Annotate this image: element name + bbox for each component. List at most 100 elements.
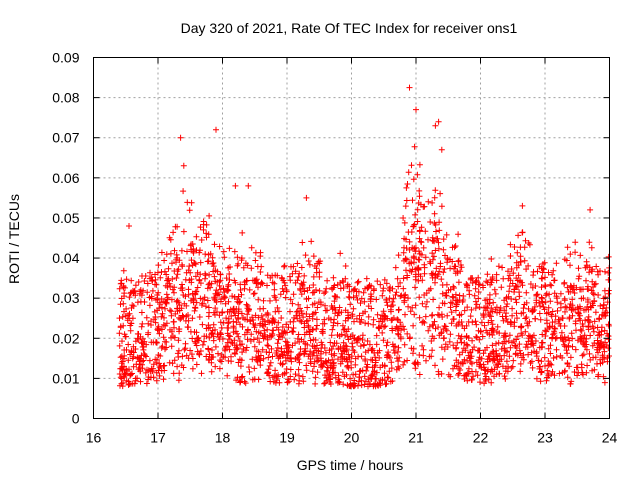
data-point [455, 279, 462, 286]
data-point [150, 361, 157, 368]
data-point [495, 360, 502, 367]
data-point [225, 357, 232, 364]
data-point [476, 354, 483, 361]
data-point [302, 252, 309, 259]
data-point [351, 377, 358, 384]
data-point [567, 288, 574, 295]
data-point [406, 267, 413, 274]
data-point [353, 292, 360, 299]
data-point [163, 271, 170, 278]
data-point [406, 246, 413, 253]
data-point [469, 280, 476, 286]
data-point [282, 294, 289, 301]
data-point [251, 376, 258, 383]
data-point [590, 354, 597, 361]
data-point [146, 302, 153, 309]
data-point [519, 282, 526, 289]
data-point [485, 311, 492, 318]
data-point [292, 371, 299, 378]
data-point [389, 327, 396, 334]
data-point [206, 212, 213, 219]
data-point [452, 243, 459, 249]
data-point [298, 291, 305, 298]
data-point [300, 279, 307, 286]
data-point [547, 298, 554, 305]
data-point [310, 349, 317, 356]
data-point [482, 367, 489, 374]
data-point [138, 309, 145, 316]
data-point [564, 361, 571, 367]
data-point [223, 275, 230, 282]
data-point [411, 255, 418, 262]
data-point [127, 327, 134, 334]
data-point [494, 323, 501, 330]
data-point [435, 118, 442, 125]
data-point [160, 363, 167, 369]
data-point [149, 278, 155, 284]
data-point [391, 350, 398, 356]
data-point [217, 329, 224, 336]
data-point [174, 254, 181, 261]
data-point [553, 293, 560, 300]
data-point [580, 351, 587, 358]
data-point [353, 315, 360, 322]
data-point [162, 305, 168, 312]
data-point [452, 291, 459, 298]
data-point [121, 347, 128, 353]
data-point [263, 370, 270, 377]
data-point [400, 215, 407, 221]
data-point [322, 307, 329, 314]
data-point [438, 146, 445, 153]
data-point [314, 322, 320, 329]
data-point [190, 299, 197, 306]
data-point [567, 262, 573, 269]
data-point [154, 307, 161, 314]
data-point [427, 219, 434, 225]
data-point [475, 357, 482, 363]
data-point [585, 313, 592, 320]
data-point [539, 339, 546, 346]
data-point [574, 372, 581, 379]
data-point [496, 370, 503, 377]
data-point [469, 376, 475, 383]
data-point [552, 318, 558, 325]
data-point [175, 347, 182, 354]
data-point [405, 169, 412, 176]
data-point [581, 341, 588, 348]
data-point [554, 307, 561, 314]
data-point [559, 315, 566, 322]
data-point [401, 358, 408, 365]
data-point [382, 323, 389, 330]
data-point [381, 370, 388, 377]
data-point [584, 296, 591, 303]
data-point [530, 332, 537, 339]
data-point [175, 299, 182, 306]
data-point [555, 316, 562, 323]
data-point [412, 211, 419, 218]
data-point [117, 301, 124, 308]
data-point [153, 359, 160, 366]
data-point [478, 319, 485, 326]
data-point [250, 320, 257, 327]
data-point [509, 312, 516, 319]
data-point [296, 312, 303, 319]
data-point [128, 305, 135, 311]
data-point [382, 381, 389, 388]
data-point [587, 332, 594, 339]
data-point [526, 318, 533, 325]
data-point [239, 373, 246, 380]
data-point [565, 334, 572, 341]
data-point [197, 271, 204, 278]
data-point [134, 335, 141, 342]
data-point [150, 374, 157, 381]
data-point [279, 324, 286, 330]
data-point [393, 289, 400, 296]
data-point [377, 382, 384, 389]
data-point [484, 279, 491, 286]
data-point [212, 305, 219, 312]
data-point [300, 314, 307, 321]
data-point [449, 300, 456, 307]
data-point [360, 342, 367, 349]
data-point [522, 344, 529, 351]
